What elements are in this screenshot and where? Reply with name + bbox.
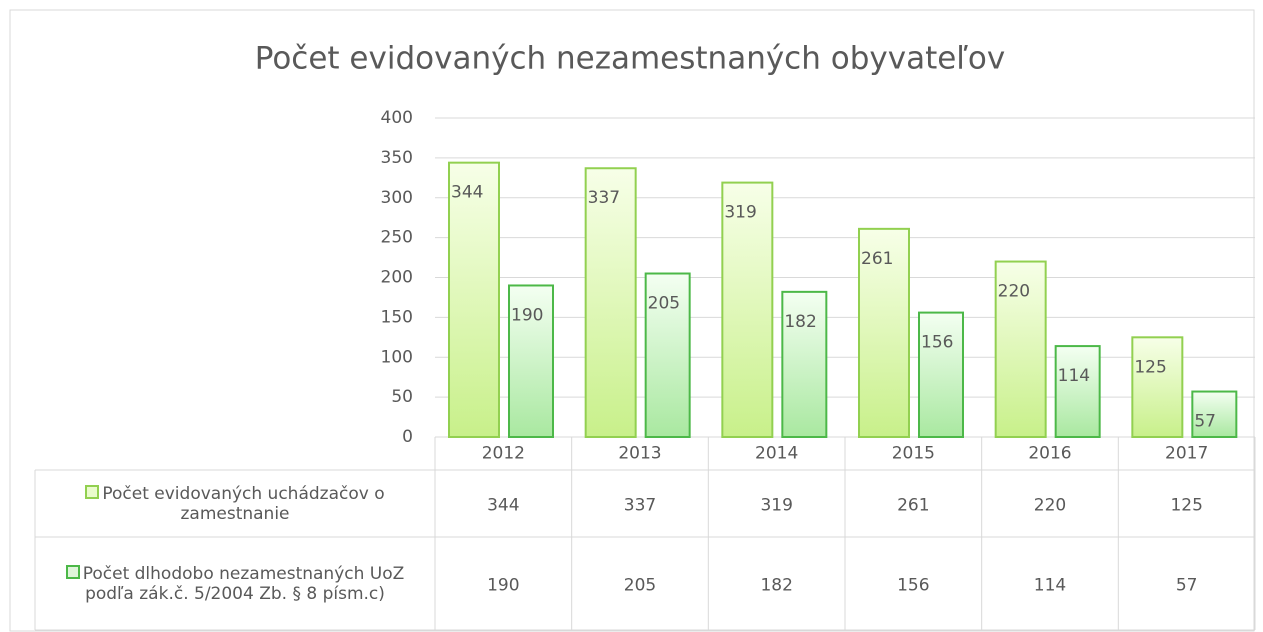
data-label: 319: [724, 203, 756, 223]
table-value: 57: [1176, 576, 1198, 596]
table-value: 125: [1170, 496, 1202, 516]
bar: [584, 167, 637, 438]
data-label: 57: [1194, 412, 1216, 432]
chart-border: [9, 9, 1255, 632]
bar: [1131, 336, 1184, 438]
y-tick-label: 350: [381, 148, 413, 168]
x-tick-label: 2017: [1165, 444, 1208, 464]
bar: [1054, 345, 1101, 438]
table-value: 261: [897, 496, 929, 516]
data-label: 182: [784, 312, 816, 332]
table-value: 156: [897, 576, 929, 596]
bar: [1191, 390, 1238, 439]
x-tick-label: 2012: [482, 444, 525, 464]
chart-title: Počet evidovaných nezamestnaných obyvate…: [255, 41, 1005, 77]
x-tick-label: 2016: [1028, 444, 1071, 464]
y-tick-label: 0: [402, 427, 413, 447]
y-tick-label: 300: [381, 188, 413, 208]
x-tick-label: 2013: [618, 444, 661, 464]
bar: [994, 260, 1047, 438]
y-tick-label: 200: [381, 268, 413, 288]
bar: [918, 311, 964, 438]
y-tick-label: 250: [381, 228, 413, 248]
table-value: 220: [1034, 496, 1066, 516]
legend-entry: Počet evidovaných uchádzačov o zamestnan…: [43, 484, 427, 524]
legend-label: Počet dlhodobo nezamestnaných UoZ podľa …: [82, 563, 405, 604]
data-label: 205: [648, 294, 680, 314]
bar: [781, 290, 828, 439]
data-label: 190: [511, 305, 543, 325]
x-tick-label: 2014: [755, 444, 798, 464]
table-value: 319: [760, 496, 792, 516]
y-tick-label: 150: [381, 307, 413, 327]
legend-label: Počet evidovaných uchádzačov o zamestnan…: [102, 483, 385, 524]
data-label: 156: [921, 333, 953, 353]
y-tick-label: 50: [391, 387, 413, 407]
legend-entry: Počet dlhodobo nezamestnaných UoZ podľa …: [43, 564, 427, 604]
table-value: 190: [487, 576, 519, 596]
table-value: 114: [1034, 576, 1066, 596]
table-value: 182: [760, 576, 792, 596]
y-tick-label: 100: [381, 347, 413, 367]
bar: [721, 181, 774, 438]
table-value: 205: [624, 576, 656, 596]
data-label: 261: [861, 249, 893, 269]
legend-swatch: [65, 564, 80, 579]
data-label: 125: [1134, 357, 1166, 377]
bar: [508, 284, 554, 438]
y-tick-label: 400: [381, 108, 413, 128]
bar: [644, 272, 691, 439]
bar: [448, 161, 500, 438]
bar: [858, 227, 910, 438]
data-label: 220: [998, 282, 1030, 302]
table-value: 344: [487, 496, 519, 516]
data-label: 114: [1058, 366, 1090, 386]
table-value: 337: [624, 496, 656, 516]
data-label: 344: [451, 183, 483, 203]
x-tick-label: 2015: [892, 444, 935, 464]
legend-swatch: [85, 484, 100, 499]
data-label: 337: [588, 188, 620, 208]
